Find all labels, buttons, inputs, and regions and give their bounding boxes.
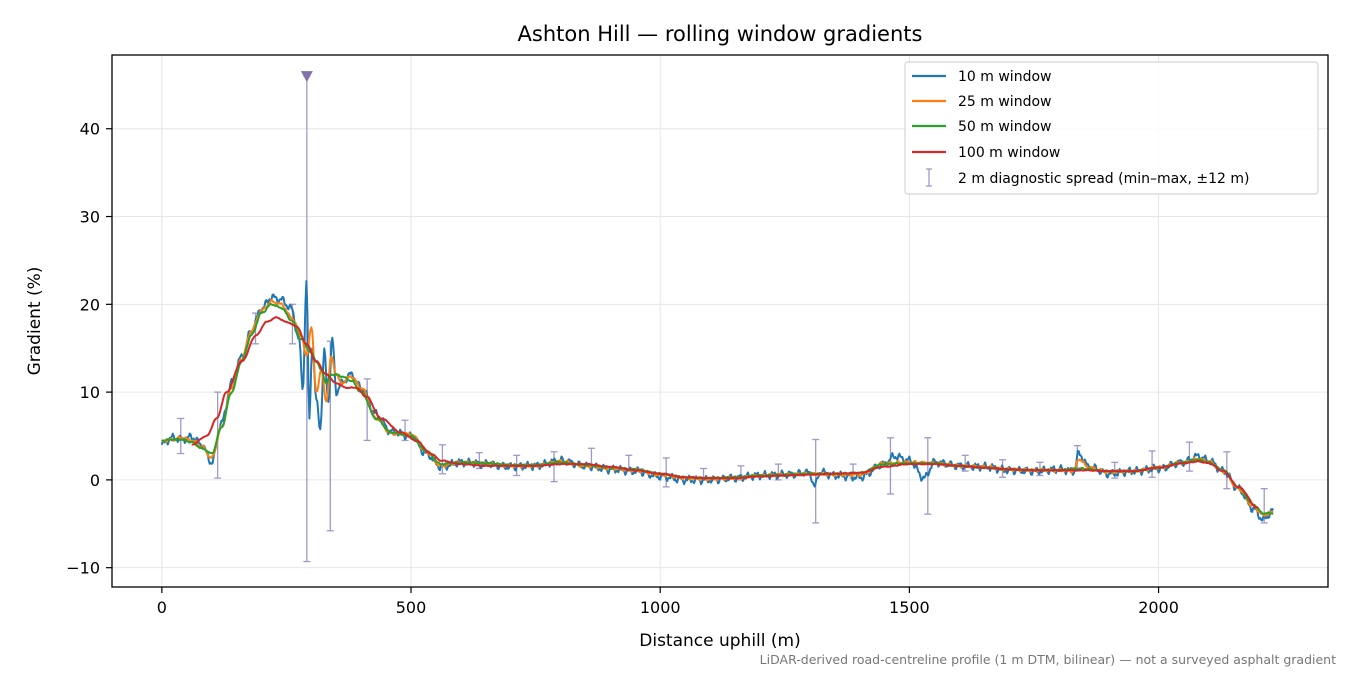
x-tick-label: 500 <box>396 598 427 617</box>
chart-title: Ashton Hill — rolling window gradients <box>518 22 923 46</box>
y-tick-label: 10 <box>80 383 100 402</box>
legend-label-25m: 25 m window <box>958 94 1051 110</box>
clipped-value-marker <box>300 71 313 83</box>
legend-label-10m: 10 m window <box>958 69 1051 85</box>
legend: 10 m window 25 m window 50 m window 100 … <box>904 61 1319 195</box>
y-tick-label: 20 <box>80 295 100 314</box>
legend-label-100m: 100 m window <box>958 145 1060 161</box>
series-line-4 <box>191 316 1259 509</box>
plot-frame <box>111 54 1329 588</box>
x-tick-label: 0 <box>157 598 167 617</box>
legend-label-50m: 50 m window <box>958 119 1051 135</box>
series-line-1 <box>160 280 1275 522</box>
x-axis: 0 500 1000 1500 2000 <box>157 587 1179 617</box>
error-bar <box>550 451 558 483</box>
y-tick-label: 30 <box>80 208 100 227</box>
series-lines <box>160 280 1275 522</box>
y-tick-label: 0 <box>90 471 100 490</box>
x-tick-label: 2000 <box>1138 598 1179 617</box>
y-tick-label: −10 <box>66 559 100 578</box>
x-tick-label: 1000 <box>640 598 681 617</box>
y-axis-title: Gradient (%) <box>25 267 45 376</box>
x-tick-label: 1500 <box>889 598 930 617</box>
clip-markers <box>300 71 313 83</box>
legend-swatch-errorbar <box>926 168 932 187</box>
error-bar <box>662 457 670 488</box>
error-bar <box>1223 451 1231 490</box>
error-bar <box>1148 450 1156 478</box>
y-tick-label: 40 <box>80 120 100 139</box>
x-axis-title: Distance uphill (m) <box>639 631 800 651</box>
y-axis: −10 0 10 20 30 40 <box>66 120 112 578</box>
error-bar <box>961 454 969 472</box>
error-bar <box>363 378 371 442</box>
legend-label-errorbar: 2 m diagnostic spread (min–max, ±12 m) <box>958 171 1249 187</box>
footnote: LiDAR-derived road-centreline profile (1… <box>760 652 1336 667</box>
legend-box <box>904 61 1319 195</box>
error-bar <box>438 444 446 475</box>
